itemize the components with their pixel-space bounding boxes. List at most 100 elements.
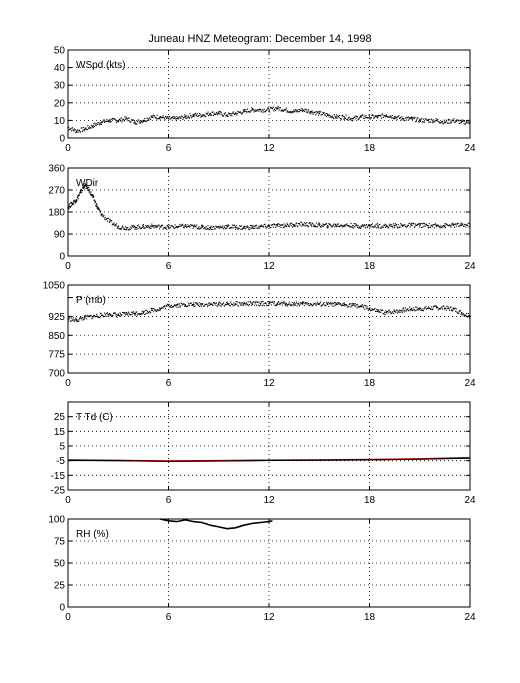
data-point [145,224,147,227]
data-point [212,301,214,303]
data-point [451,222,453,224]
data-point [278,223,280,225]
data-point [164,227,166,229]
data-point [166,305,168,307]
data-point [352,303,354,305]
data-point [409,226,411,228]
data-point [111,220,113,222]
data-point [78,194,80,196]
data-point [250,228,252,230]
data-point [349,119,351,121]
data-point [70,205,72,207]
data-point [188,224,190,226]
data-point [148,226,150,228]
data-point [132,312,134,314]
data-point [435,225,438,227]
data-point [80,317,82,319]
data-point [173,305,175,307]
data-point [395,224,397,226]
data-point [109,118,111,120]
data-point [159,117,161,119]
data-point [314,225,316,227]
data-point [84,183,86,185]
data-point [324,304,326,306]
data-point [202,303,204,305]
data-point [289,303,291,305]
data-point [354,226,356,228]
data-point [418,120,420,122]
data-point [155,225,157,227]
data-point [210,225,212,227]
data-point [450,224,453,226]
data-point [259,302,261,304]
data-point [427,307,429,310]
data-point [453,307,455,309]
data-point [203,114,205,116]
data-point [151,225,153,227]
data-point [303,222,305,224]
data-point [89,126,91,128]
data-point [269,301,271,303]
data-point [289,110,291,113]
data-point [141,312,143,315]
data-point [279,303,281,305]
data-point [75,132,77,134]
data-point [417,309,419,311]
data-point [296,301,298,303]
data-point [464,223,466,225]
x-tick-label: 24 [464,261,476,272]
data-point [424,118,426,120]
data-point [100,123,102,125]
data-point [141,120,143,122]
data-point [289,223,291,225]
x-tick-label: 6 [166,612,172,623]
data-point [225,224,227,227]
data-point [242,304,244,306]
data-point [117,120,119,122]
data-point [132,311,134,313]
data-point [388,224,390,226]
data-point [124,118,127,120]
data-point [362,224,364,227]
data-point [385,226,387,228]
data-point [133,313,136,315]
data-point [183,227,185,229]
data-point [123,119,125,121]
data-point [111,315,113,317]
data-point [337,115,339,117]
data-point [401,224,403,226]
data-point [97,206,99,209]
data-point [175,226,177,228]
data-point [342,304,344,307]
data-point [285,303,287,305]
data-point [391,117,393,119]
data-point [413,117,415,119]
data-point [382,116,384,119]
data-point [184,225,186,227]
data-point [339,225,341,227]
data-point [101,123,103,125]
data-point [412,118,414,120]
data-point [468,122,470,124]
data-point [392,118,395,120]
data-point [460,224,462,226]
data-point [336,303,338,305]
data-point [160,307,162,309]
data-point [229,227,231,229]
data-point [232,305,234,307]
data-point [316,226,318,228]
data-point [95,203,98,205]
data-point [202,305,204,307]
data-point [160,225,162,227]
data-point [74,320,76,322]
data-point [155,310,157,312]
data-point [307,109,310,111]
data-point [184,115,186,117]
data-point [76,131,78,133]
data-point [168,224,170,226]
data-point [246,303,248,305]
data-point [400,117,402,119]
data-point [419,307,421,309]
data-point [353,223,355,225]
data-point [224,305,226,307]
